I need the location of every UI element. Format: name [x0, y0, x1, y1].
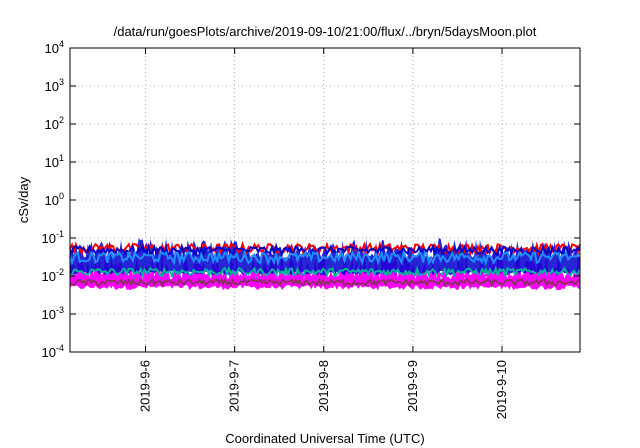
y-tick-label: 101	[45, 153, 64, 170]
y-tick-label: 10-3	[42, 305, 64, 322]
y-tick-label: 103	[45, 77, 64, 94]
x-tick-label: 2019-9-10	[494, 360, 509, 419]
x-axis-label: Coordinated Universal Time (UTC)	[225, 431, 424, 446]
y-tick-label: 100	[45, 191, 64, 208]
y-tick-label: 10-2	[42, 267, 64, 284]
x-axis-ticks: 2019-9-6 2019-9-7 2019-9-8 2019-9-9 2019-9-1…	[138, 48, 509, 419]
series-line	[69, 270, 581, 286]
data-series	[69, 238, 581, 291]
y-axis-label: cSv/day	[16, 176, 31, 223]
x-tick-label: 2019-9-8	[316, 360, 331, 412]
y-tick-label: 10-4	[42, 343, 64, 360]
series-line	[69, 249, 581, 267]
chart-title: /data/run/goesPlots/archive/2019-09-10/2…	[114, 24, 537, 39]
grid-lines	[70, 48, 580, 352]
x-tick-label: 2019-9-7	[227, 360, 242, 412]
series-line	[69, 242, 581, 259]
x-tick-label: 2019-9-6	[138, 360, 153, 412]
series-line	[69, 265, 581, 280]
y-tick-label: 10-1	[42, 229, 64, 246]
series-band	[70, 238, 580, 276]
x-tick-label: 2019-9-9	[405, 360, 420, 412]
y-tick-label: 104	[45, 39, 64, 56]
series-line	[69, 277, 581, 288]
y-axis-ticks: 10-4 10-3 10-2 10-1 100 101 102 103 104	[42, 39, 580, 360]
y-tick-label: 102	[45, 115, 64, 132]
